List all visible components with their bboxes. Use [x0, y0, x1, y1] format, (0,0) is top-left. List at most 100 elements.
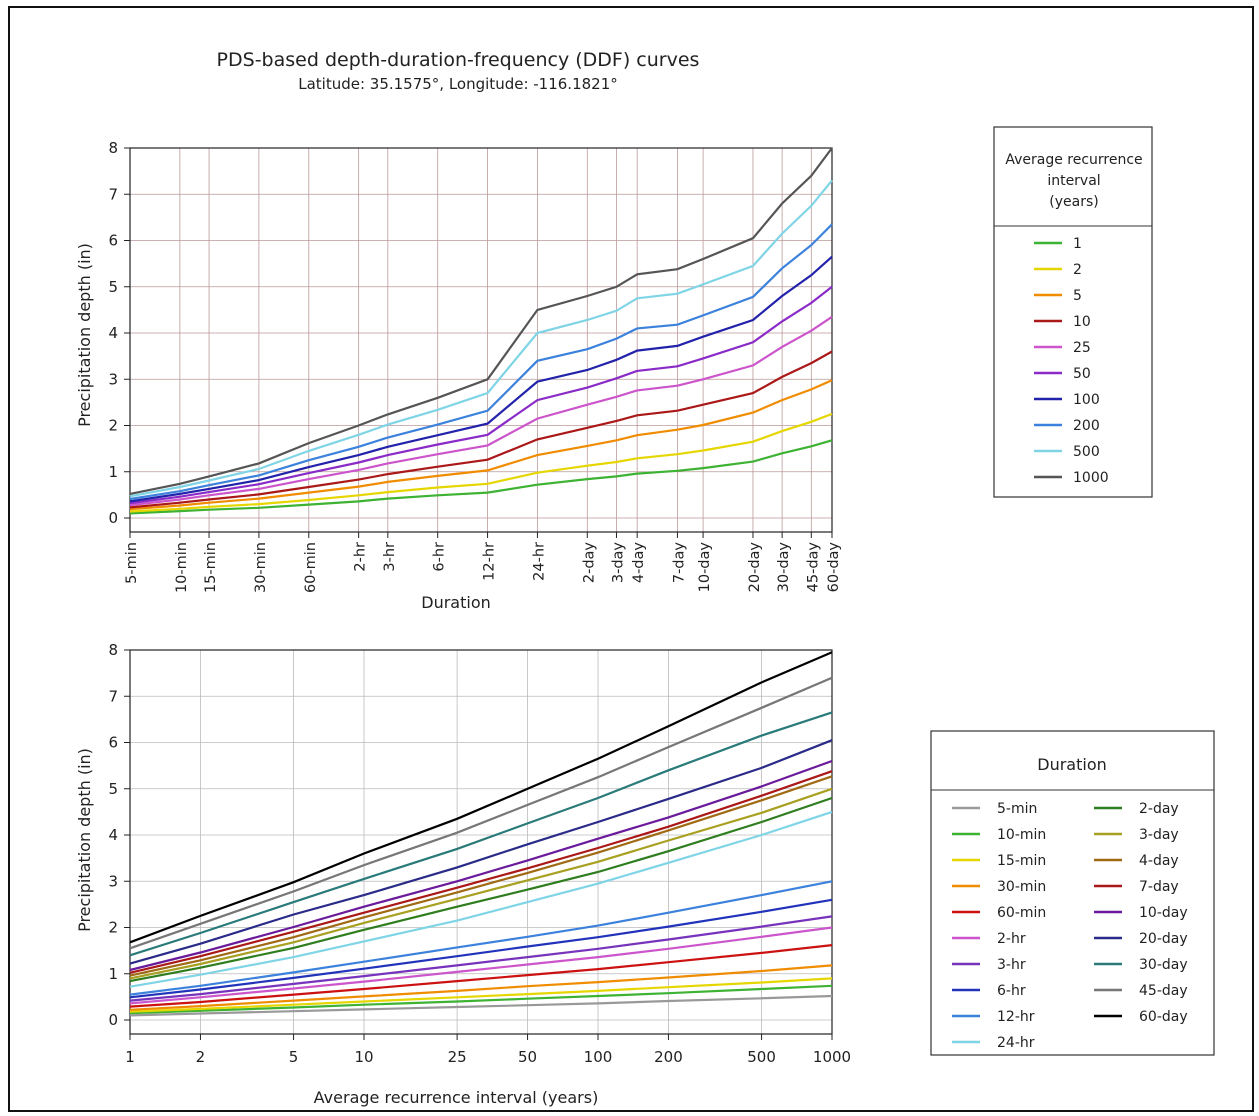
tick-label-y-5: 5 [108, 278, 118, 296]
tick-label-x-10: 10 [354, 1048, 373, 1066]
series-line-duration-60-day [129, 651, 833, 944]
series-line-duration-5-min [129, 994, 833, 1017]
tick-label-x-1: 1 [125, 1048, 135, 1066]
tick-label-y-3: 3 [108, 370, 118, 388]
legend-label-ari-50: 50 [1073, 366, 1091, 382]
tick-label-x-24-hr: 24-hr [531, 542, 547, 581]
y-axis-label-top: Precipitation depth (in) [75, 243, 94, 427]
legend-label-duration-60-min: 60-min [997, 905, 1046, 921]
tick-label-x-30-min: 30-min [253, 542, 269, 593]
tick-label-x-2: 2 [196, 1048, 206, 1066]
tick-label-x-10-min: 10-min [174, 542, 190, 593]
tick-label-y-2: 2 [108, 417, 118, 435]
series-line-ari-1 [129, 439, 833, 515]
series-line-duration-10-min [129, 984, 833, 1015]
series-line-ari-25 [129, 315, 833, 507]
series-line-duration-24-hr [129, 810, 833, 988]
legend-label-duration-5-min: 5-min [997, 801, 1037, 817]
legend-title-ari-line-1: Average recurrence [1005, 152, 1142, 168]
tick-label-y-7: 7 [108, 185, 118, 203]
legend-label-duration-60-day: 60-day [1139, 1009, 1188, 1025]
series-line-duration-2-hr [129, 926, 833, 1005]
legend-label-duration-15-min: 15-min [997, 853, 1046, 869]
tick-label-x-2-day: 2-day [581, 542, 597, 584]
series-line-duration-20-day [129, 739, 833, 965]
figure-frame [8, 6, 1254, 1112]
tick-label-y-2: 2 [108, 919, 118, 937]
series-line-duration-4-day [129, 775, 833, 977]
x-axis-label-duration: Duration [421, 593, 491, 612]
legend-label-ari-2: 2 [1073, 262, 1082, 278]
tick-label-y-0: 0 [108, 509, 118, 527]
chart-title: PDS-based depth-duration-frequency (DDF)… [217, 49, 700, 71]
tick-label-y-6: 6 [108, 232, 118, 250]
series-line-ari-5 [129, 379, 833, 511]
series-line-ari-200 [129, 223, 833, 501]
legend-title-duration: Duration [1037, 755, 1107, 774]
tick-label-x-5-min: 5-min [124, 542, 140, 584]
tick-label-y-5: 5 [108, 780, 118, 798]
series-line-duration-30-day [129, 711, 833, 957]
tick-label-x-3-hr: 3-hr [382, 542, 398, 572]
y-axis-label-bottom: Precipitation depth (in) [75, 748, 94, 932]
duration-legend: Duration 5-min 10-min 15-min 30-min 60-min 2-h… [930, 730, 1215, 1056]
series-line-duration-2-day [129, 796, 833, 983]
legend-label-duration-30-min: 30-min [997, 879, 1046, 895]
plot-area-duration [130, 148, 832, 532]
plot-border-duration [129, 147, 833, 533]
series-line-duration-10-day [129, 759, 833, 972]
tick-label-x-12-hr: 12-hr [482, 542, 498, 581]
chart-subtitle: Latitude: 35.1575°, Longitude: -116.1821… [298, 75, 618, 93]
legend-box-ari [993, 126, 1153, 498]
legend-label-duration-10-min: 10-min [997, 827, 1046, 843]
legend-label-duration-24-hr: 24-hr [997, 1035, 1035, 1051]
legend-box-duration [930, 730, 1215, 1056]
tick-label-y-4: 4 [108, 826, 118, 844]
tick-label-x-60-day: 60-day [826, 542, 842, 593]
tick-label-x-2-hr: 2-hr [353, 542, 369, 572]
series-line-duration-45-day [129, 676, 833, 950]
legend-label-duration-2-day: 2-day [1139, 801, 1179, 817]
tick-label-x-5: 5 [289, 1048, 299, 1066]
tick-label-x-25: 25 [448, 1048, 467, 1066]
tick-label-y-3: 3 [108, 872, 118, 890]
series-line-duration-60-min [129, 944, 833, 1008]
series-line-duration-7-day [129, 770, 833, 974]
tick-label-y-1: 1 [108, 965, 118, 983]
series-line-ari-1000 [129, 147, 833, 495]
legend-title-ari-line-2: interval [1047, 173, 1100, 189]
series-line-ari-2 [129, 412, 833, 513]
tick-label-x-60-min: 60-min [303, 542, 319, 593]
plot-border-recurrence [129, 649, 833, 1035]
legend-label-ari-5: 5 [1073, 288, 1082, 304]
legend-label-ari-25: 25 [1073, 340, 1091, 356]
tick-label-x-50: 50 [518, 1048, 537, 1066]
series-line-duration-3-day [129, 787, 833, 980]
tick-label-y-1: 1 [108, 463, 118, 481]
legend-label-duration-30-day: 30-day [1139, 957, 1188, 973]
x-axis-label-recurrence: Average recurrence interval (years) [314, 1088, 599, 1107]
series-line-duration-12-hr [129, 880, 833, 996]
legend-label-duration-3-day: 3-day [1139, 827, 1179, 843]
tick-label-x-30-day: 30-day [776, 542, 792, 593]
tick-label-x-45-day: 45-day [805, 542, 821, 593]
series-line-ari-10 [129, 350, 833, 509]
duration-chart: 5-min 10-min 15-min 30-min 60-min 2-hr 3-hr 6-h… [75, 139, 842, 612]
recurrence-legend: Average recurrenceinterval(years)1251025… [993, 126, 1153, 498]
tick-label-x-3-day: 3-day [610, 542, 626, 584]
legend-label-duration-45-day: 45-day [1139, 983, 1188, 999]
legend-label-ari-100: 100 [1073, 392, 1100, 408]
legend-label-duration-3-hr: 3-hr [997, 957, 1026, 973]
series-line-duration-30-min [129, 964, 833, 1011]
legend-label-ari-1: 1 [1073, 236, 1082, 252]
tick-label-x-7-day: 7-day [671, 542, 687, 584]
tick-label-x-20-day: 20-day [747, 542, 763, 593]
tick-label-y-4: 4 [108, 324, 118, 342]
series-line-duration-3-hr [129, 915, 833, 1002]
legend-label-ari-200: 200 [1073, 418, 1100, 434]
legend-label-ari-10: 10 [1073, 314, 1091, 330]
tick-label-y-6: 6 [108, 734, 118, 752]
legend-label-duration-20-day: 20-day [1139, 931, 1188, 947]
